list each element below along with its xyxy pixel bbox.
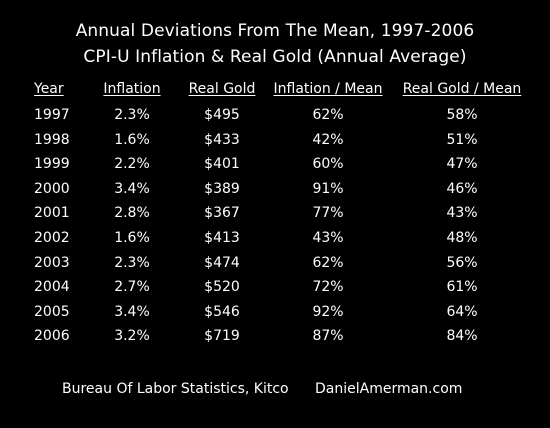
table-cell-inflation: 1.6% bbox=[114, 230, 150, 246]
table-cell-real-gold: $433 bbox=[204, 132, 240, 148]
table-cell-real-gold-mean: 58% bbox=[446, 107, 478, 123]
table-cell-inflation: 3.4% bbox=[114, 304, 150, 320]
table-cell-real-gold-mean: 48% bbox=[446, 230, 478, 246]
table-cell-inflation-mean: 43% bbox=[312, 230, 344, 246]
table-cell-real-gold-mean: 47% bbox=[446, 156, 478, 172]
table-cell-real-gold-mean: 64% bbox=[446, 304, 478, 320]
table-cell-real-gold: $719 bbox=[204, 328, 240, 344]
table-cell-inflation-mean: 77% bbox=[312, 205, 344, 221]
table-cell-inflation: 1.6% bbox=[114, 132, 150, 148]
source-credit: Bureau Of Labor Statistics, Kitco bbox=[62, 381, 289, 397]
table-cell-inflation-mean: 92% bbox=[312, 304, 344, 320]
table-cell-year: 1997 bbox=[34, 107, 70, 123]
table-cell-inflation: 2.2% bbox=[114, 156, 150, 172]
column-header-year: Year bbox=[34, 81, 64, 97]
table-cell-inflation-mean: 60% bbox=[312, 156, 344, 172]
page-title: Annual Deviations From The Mean, 1997-20… bbox=[75, 21, 475, 41]
table-cell-real-gold-mean: 46% bbox=[446, 181, 478, 197]
table-cell-year: 2001 bbox=[34, 205, 70, 221]
table-cell-inflation: 2.8% bbox=[114, 205, 150, 221]
table-cell-inflation-mean: 62% bbox=[312, 107, 344, 123]
table-cell-real-gold: $389 bbox=[204, 181, 240, 197]
table-cell-year: 1998 bbox=[34, 132, 70, 148]
table-cell-real-gold: $495 bbox=[204, 107, 240, 123]
table-cell-inflation-mean: 72% bbox=[312, 279, 344, 295]
table-cell-inflation: 3.4% bbox=[114, 181, 150, 197]
column-header-real-gold-mean: Real Gold / Mean bbox=[402, 81, 522, 97]
table-cell-real-gold-mean: 51% bbox=[446, 132, 478, 148]
table-cell-real-gold-mean: 43% bbox=[446, 205, 478, 221]
table-cell-year: 2002 bbox=[34, 230, 70, 246]
table-cell-inflation: 3.2% bbox=[114, 328, 150, 344]
table-cell-inflation-mean: 62% bbox=[312, 255, 344, 271]
table-cell-inflation-mean: 91% bbox=[312, 181, 344, 197]
table-cell-year: 2004 bbox=[34, 279, 70, 295]
table-cell-real-gold-mean: 61% bbox=[446, 279, 478, 295]
table-cell-inflation: 2.3% bbox=[114, 255, 150, 271]
table-cell-real-gold: $474 bbox=[204, 255, 240, 271]
site-credit: DanielAmerman.com bbox=[315, 381, 463, 397]
table-cell-real-gold: $520 bbox=[204, 279, 240, 295]
page-subtitle: CPI-U Inflation & Real Gold (Annual Aver… bbox=[83, 47, 467, 67]
column-header-real-gold: Real Gold bbox=[188, 81, 256, 97]
table-cell-real-gold-mean: 84% bbox=[446, 328, 478, 344]
table-cell-real-gold: $546 bbox=[204, 304, 240, 320]
table-cell-year: 2005 bbox=[34, 304, 70, 320]
table-cell-inflation-mean: 42% bbox=[312, 132, 344, 148]
table-cell-year: 2006 bbox=[34, 328, 70, 344]
table-cell-real-gold: $413 bbox=[204, 230, 240, 246]
table-cell-year: 2000 bbox=[34, 181, 70, 197]
table-cell-inflation: 2.3% bbox=[114, 107, 150, 123]
table-cell-year: 1999 bbox=[34, 156, 70, 172]
table-cell-inflation: 2.7% bbox=[114, 279, 150, 295]
table-cell-real-gold: $367 bbox=[204, 205, 240, 221]
table-cell-inflation-mean: 87% bbox=[312, 328, 344, 344]
table-cell-year: 2003 bbox=[34, 255, 70, 271]
column-header-inflation-mean: Inflation / Mean bbox=[273, 81, 383, 97]
table-cell-real-gold-mean: 56% bbox=[446, 255, 478, 271]
table-cell-real-gold: $401 bbox=[204, 156, 240, 172]
column-header-inflation: Inflation bbox=[103, 81, 161, 97]
